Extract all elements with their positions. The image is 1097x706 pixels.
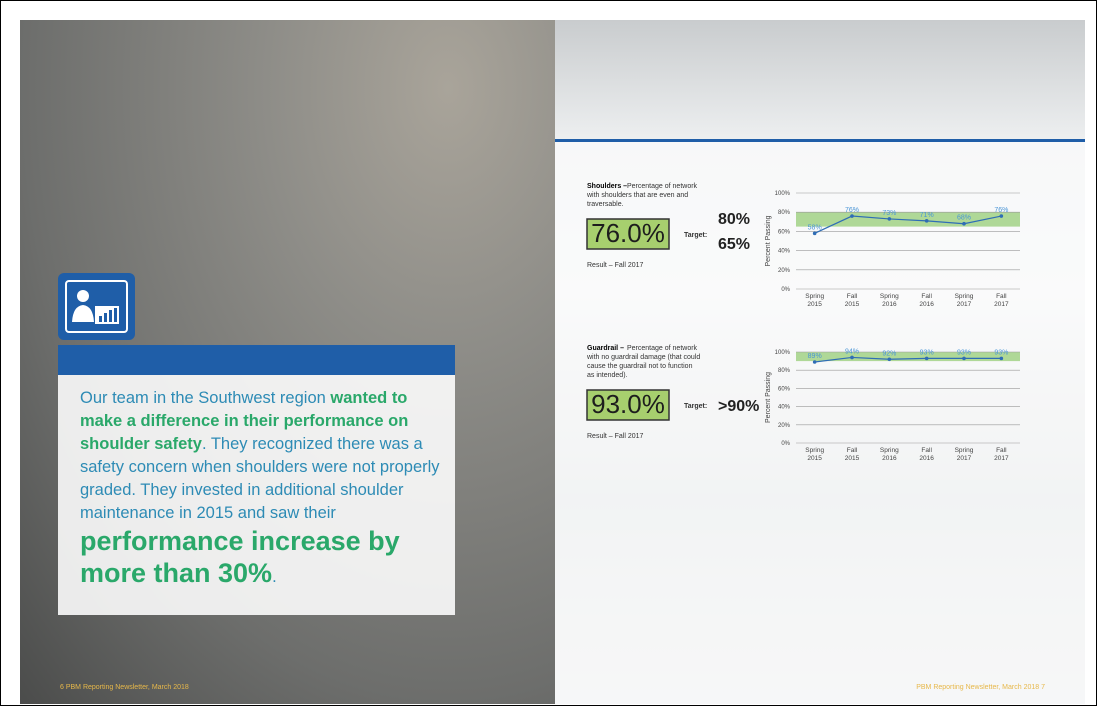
data-label: 68%	[957, 215, 971, 222]
data-label: 94%	[845, 348, 859, 355]
data-point	[1000, 357, 1004, 361]
data-point	[962, 357, 966, 361]
y-tick-label: 20%	[778, 268, 791, 274]
data-point	[888, 357, 892, 361]
y-tick-label: 100%	[775, 191, 791, 197]
y-tick-label: 80%	[778, 210, 791, 216]
target-value: >90%	[718, 398, 759, 415]
y-tick-label: 20%	[778, 423, 791, 429]
chart-title-bold: Guardrail –	[587, 345, 624, 352]
data-point	[1000, 214, 1004, 218]
data-point	[850, 214, 854, 218]
data-label: 89%	[808, 353, 822, 360]
y-tick-label: 60%	[778, 386, 791, 392]
data-label: 58%	[808, 224, 822, 231]
y-tick-label: 0%	[781, 441, 790, 447]
data-label: 76%	[994, 207, 1008, 214]
chart-title-bold: Shoulders –	[587, 183, 627, 190]
data-point	[813, 360, 817, 364]
page: {"left_page": { "body": [ {"text": "Our …	[0, 0, 1097, 706]
data-label: 71%	[920, 212, 934, 219]
data-label: 92%	[882, 350, 896, 357]
target-label: Target:	[684, 403, 707, 410]
y-tick-label: 80%	[778, 368, 791, 374]
y-tick-label: 100%	[775, 350, 791, 356]
y-tick-label: 0%	[781, 287, 790, 293]
data-point	[850, 356, 854, 360]
charts: Shoulders –Percentage of networkwith sho…	[0, 0, 1097, 706]
target-value: 65%	[718, 236, 750, 253]
target-label: Target:	[684, 232, 707, 239]
result-value: 76.0%	[591, 218, 665, 248]
y-axis-label: Percent Passing	[765, 215, 772, 266]
data-point	[925, 219, 929, 223]
y-tick-label: 40%	[778, 405, 791, 411]
data-point	[813, 232, 817, 236]
data-point	[962, 222, 966, 226]
y-tick-label: 40%	[778, 249, 791, 255]
result-caption: Result – Fall 2017	[587, 433, 644, 440]
chart-title: Shoulders –	[587, 183, 627, 190]
data-label: 93%	[957, 349, 971, 356]
data-label: 93%	[920, 349, 934, 356]
data-label: 93%	[994, 349, 1008, 356]
data-point	[925, 357, 929, 361]
result-caption: Result – Fall 2017	[587, 262, 644, 269]
result-value: 93.0%	[591, 389, 665, 419]
target-value: 80%	[718, 211, 750, 228]
chart-title: Guardrail –	[587, 345, 624, 352]
data-label: 73%	[882, 210, 896, 217]
data-label: 76%	[845, 207, 859, 214]
data-point	[888, 217, 892, 221]
y-tick-label: 60%	[778, 229, 791, 235]
y-axis-label: Percent Passing	[765, 372, 772, 423]
